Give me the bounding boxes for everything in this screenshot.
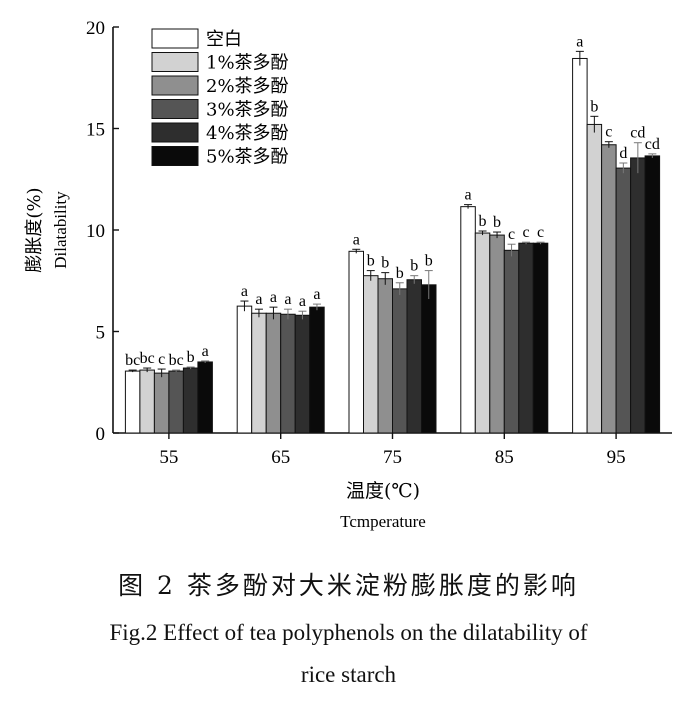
significance-letter: b (493, 214, 501, 231)
bar (139, 369, 155, 434)
bar (280, 313, 296, 434)
y-axis-label-cn: 膨胀度(%) (24, 187, 45, 272)
bar (236, 305, 253, 434)
bar (377, 278, 393, 434)
significance-letter: b (425, 253, 433, 270)
bar (518, 242, 534, 434)
bar (586, 123, 603, 434)
significance-letter: b (590, 98, 598, 115)
y-tick-label: 5 (96, 323, 106, 344)
significance-letter: a (464, 187, 471, 204)
bar (197, 361, 213, 434)
x-tick-label: 95 (607, 447, 626, 468)
significance-letter: b (367, 253, 375, 270)
significance-letter: bc (140, 350, 155, 367)
y-axis-label-en: Dilatability (51, 191, 70, 269)
legend-swatch (151, 122, 199, 143)
bar (489, 234, 505, 434)
bar (421, 284, 437, 434)
y-tick-label: 20 (86, 18, 105, 39)
bar (644, 155, 661, 434)
bar (630, 157, 646, 434)
significance-letter: a (255, 291, 262, 308)
x-tick-label: 85 (495, 447, 514, 468)
significance-letter: cd (630, 125, 645, 142)
significance-letter: d (619, 145, 627, 162)
bar (309, 306, 325, 434)
bar (124, 370, 141, 434)
legend-label: 4%茶多酚 (206, 123, 289, 144)
legend-swatch (151, 52, 199, 72)
x-axis-label-cn: 温度(℃) (346, 480, 420, 502)
significance-letter: c (537, 224, 544, 241)
bar (251, 312, 267, 434)
bar (182, 367, 199, 434)
significance-letter: c (158, 351, 165, 368)
significance-letter: c (522, 224, 529, 241)
bar (601, 144, 617, 434)
significance-letter: b (381, 255, 389, 272)
legend-swatch (151, 28, 199, 49)
significance-letter: a (241, 283, 248, 300)
bar (168, 370, 184, 434)
bar (474, 232, 491, 434)
x-tick-label: 65 (271, 447, 290, 468)
legend-swatch (151, 146, 199, 166)
significance-letter: b (187, 349, 195, 366)
significance-letter: a (270, 289, 277, 306)
significance-letter: bc (125, 352, 140, 369)
y-tick-label: 15 (86, 120, 105, 141)
bar (153, 372, 170, 434)
bar (460, 206, 476, 434)
legend-swatch (151, 99, 199, 119)
figure-caption-cn: 图 2 茶多酚对大米淀粉膨胀度的影响 (118, 571, 579, 600)
bars-layer (124, 50, 661, 434)
significance-letter: a (353, 231, 360, 248)
significance-letter: bc (169, 352, 184, 369)
bar (348, 250, 364, 434)
significance-letter: c (508, 226, 515, 243)
significance-letter: a (284, 291, 291, 308)
bar (406, 279, 422, 434)
bar (503, 249, 520, 434)
significance-letter: b (479, 213, 487, 230)
bar (615, 167, 632, 434)
figure-caption-en-line1: Fig.2 Effect of tea polyphenols on the d… (109, 620, 588, 645)
bar (532, 242, 549, 434)
significance-letter: a (313, 286, 320, 303)
x-tick-label: 55 (159, 447, 178, 468)
bar (265, 312, 282, 434)
significance-letter: a (576, 33, 583, 50)
x-tick-label: 75 (383, 447, 402, 468)
bar (572, 57, 588, 434)
legend-label: 空白 (206, 29, 242, 50)
bar (392, 288, 408, 434)
significance-letter: c (605, 124, 612, 141)
significance-letter: b (410, 258, 418, 275)
x-axis-label-en: Tcmperature (340, 512, 426, 531)
legend-swatch (151, 75, 199, 96)
significance-letter: a (299, 293, 306, 310)
bar (363, 275, 379, 434)
y-tick-label: 10 (86, 221, 105, 242)
legend-label: 3%茶多酚 (206, 100, 289, 121)
significance-letter: b (396, 265, 404, 282)
bar (294, 314, 311, 434)
significance-letter: cd (645, 136, 660, 153)
figure-caption-en-line2: rice starch (300, 662, 397, 687)
y-tick-label: 0 (96, 424, 106, 445)
significance-letter: a (202, 343, 209, 360)
legend-label: 2%茶多酚 (206, 76, 289, 97)
legend-label: 5%茶多酚 (206, 147, 289, 168)
legend-label: 1%茶多酚 (206, 53, 289, 74)
